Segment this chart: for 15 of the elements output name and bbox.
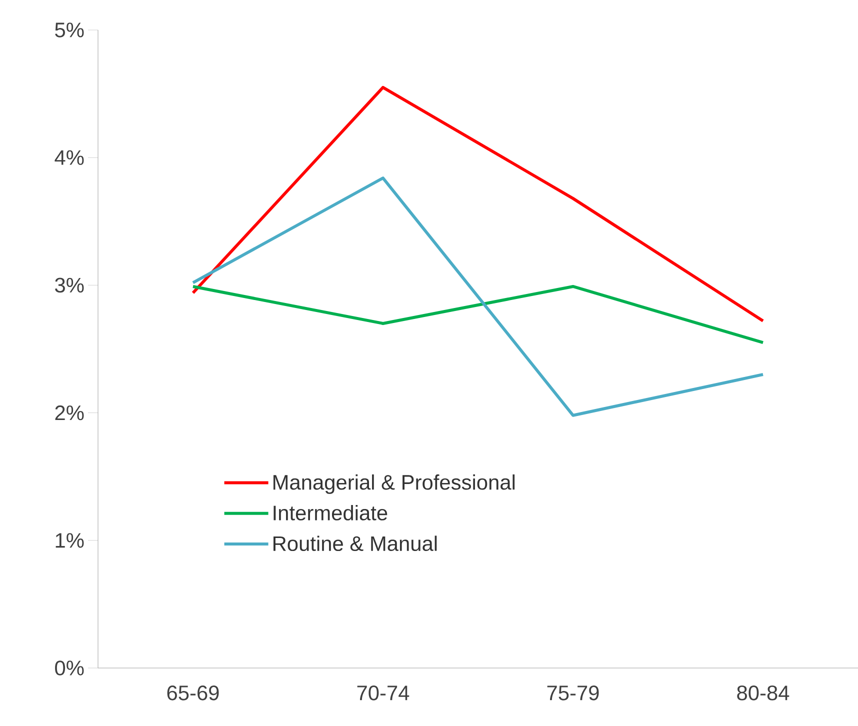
y-tick-label: 1% bbox=[56, 533, 84, 548]
x-tick-label: 75-79 bbox=[547, 686, 599, 700]
y-tick-label: 2% bbox=[55, 405, 84, 420]
x-tick-label: 80-84 bbox=[737, 686, 790, 700]
x-tick-label: 70-74 bbox=[357, 686, 410, 700]
x-tick-label: 65-69 bbox=[167, 686, 219, 700]
y-tick-label: 5% bbox=[55, 22, 84, 38]
y-tick-label: 3% bbox=[55, 278, 84, 293]
legend-label: Managerial & Professional bbox=[274, 474, 515, 494]
legend-label: Routine & Manual bbox=[274, 536, 437, 552]
y-tick-label: 0% bbox=[55, 660, 84, 676]
line-series bbox=[192, 176, 765, 417]
y-tick-label: 4% bbox=[54, 150, 84, 165]
line-series bbox=[192, 86, 765, 322]
legend-label: Intermediate bbox=[274, 505, 388, 520]
